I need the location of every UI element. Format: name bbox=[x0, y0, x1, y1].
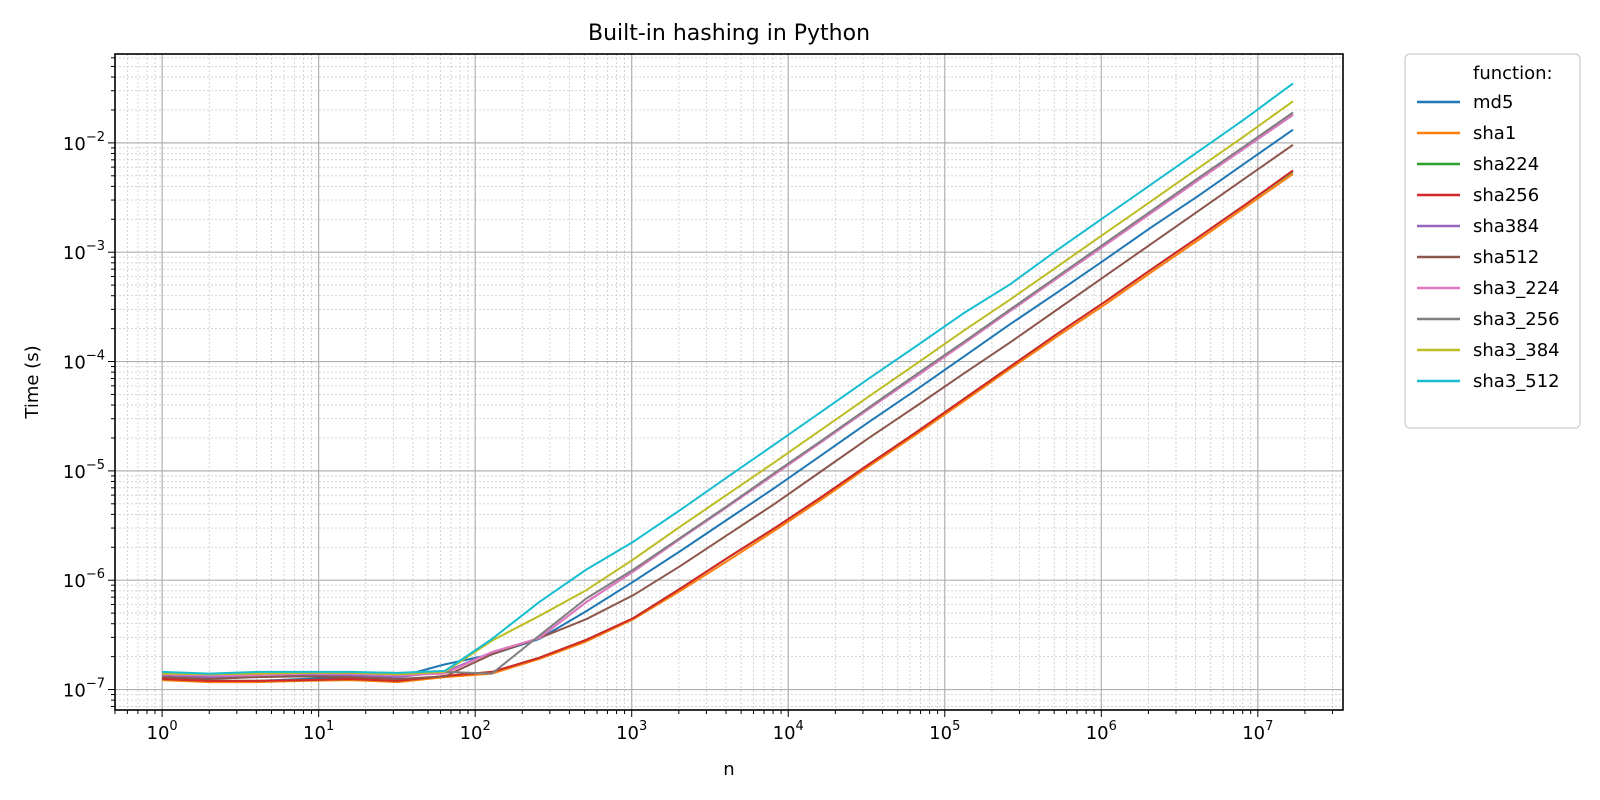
legend-box bbox=[1404, 53, 1581, 429]
series-line-sha3_512 bbox=[162, 82, 1294, 675]
y-tick-label: 10−3 bbox=[63, 239, 105, 264]
legend-label-sha512: sha512 bbox=[1473, 247, 1539, 268]
x-axis: 100 101 102 103 104 105 106 107 bbox=[114, 710, 1334, 744]
legend-label-md5: md5 bbox=[1473, 92, 1513, 113]
series-line-sha512 bbox=[162, 144, 1294, 680]
x-tick-label: 105 bbox=[929, 719, 960, 744]
y-tick-label: 10−4 bbox=[63, 349, 105, 374]
x-axis-label: n bbox=[723, 759, 734, 780]
legend-label-sha3_224: sha3_224 bbox=[1473, 278, 1560, 299]
legend-label-sha3_384: sha3_384 bbox=[1473, 340, 1560, 361]
series-line-sha1 bbox=[162, 173, 1294, 684]
legend: function: md5 sha1 sha224 sha256 sha384 sha51… bbox=[1404, 53, 1581, 429]
x-tick-label: 101 bbox=[303, 719, 334, 744]
plot-frame bbox=[114, 53, 1344, 711]
y-axis: 10−710−610−510−410−310−2 bbox=[63, 57, 115, 707]
legend-label-sha384: sha384 bbox=[1473, 216, 1539, 237]
legend-label-sha224: sha224 bbox=[1473, 154, 1539, 175]
legend-label-sha3_256: sha3_256 bbox=[1473, 309, 1560, 330]
legend-label-sha1: sha1 bbox=[1473, 123, 1516, 144]
series-line-sha256 bbox=[162, 169, 1294, 682]
chart-title: Built-in hashing in Python bbox=[588, 21, 870, 46]
legend-label-sha256: sha256 bbox=[1473, 185, 1539, 206]
series-layer bbox=[162, 82, 1294, 684]
legend-title: function: bbox=[1473, 63, 1553, 84]
legend-label-sha3_512: sha3_512 bbox=[1473, 371, 1560, 392]
y-tick-label: 10−6 bbox=[63, 567, 105, 592]
grid-lines bbox=[114, 54, 1343, 710]
y-axis-label: Time (s) bbox=[22, 345, 43, 419]
